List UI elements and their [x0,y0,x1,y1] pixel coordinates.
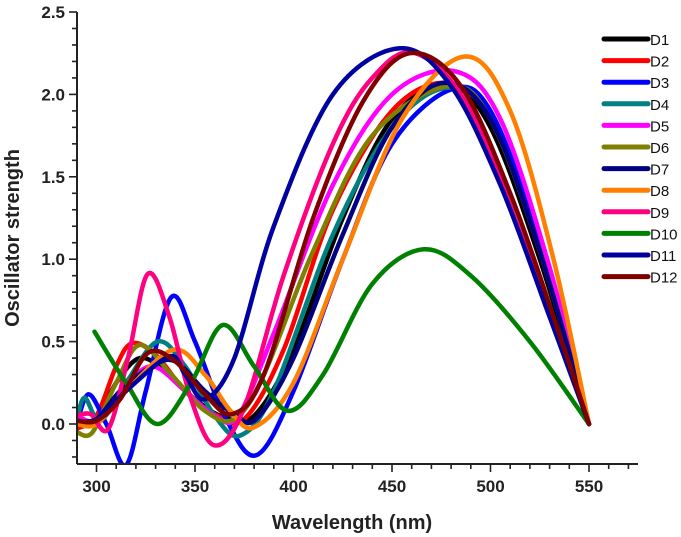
legend-label: D12 [650,270,678,287]
series-line-d3 [77,84,592,464]
legend-label: D8 [650,183,669,200]
legend-item-d10: D10 [601,226,678,243]
legend-item-d8: D8 [601,183,669,200]
y-tick-label: 0.0 [41,415,65,434]
legend-item-d12: D12 [601,270,678,287]
y-tick-label: 2.5 [41,3,65,22]
legend-item-d2: D2 [601,54,669,71]
legend-item-d4: D4 [601,97,669,114]
x-tick-label: 450 [378,477,406,496]
legend-label: D4 [650,97,669,114]
legend-label: D11 [650,248,676,265]
y-ticks: 0.0 0.5 1.0 1.5 2.0 2.5 [41,3,77,458]
series-line-d11 [77,46,592,427]
legend-label: D2 [650,54,669,71]
y-axis-title: Oscillator strength [2,149,24,327]
x-tick-label: 500 [476,477,504,496]
x-axis-title: Wavelength (nm) [272,512,432,534]
legend-label: D5 [650,118,669,135]
axes: 300 350 400 450 500 550 0.0 0.5 1.0 1.5 2.0 2.5 [41,3,638,496]
y-tick-label: 1.0 [41,250,65,269]
x-ticks: 300 350 400 450 500 550 [82,464,630,496]
legend-label: D6 [650,140,669,157]
series-line-d9 [77,49,592,448]
series-line-d1 [77,82,592,427]
series-line-d10 [92,247,592,427]
legend-item-d11: D11 [601,248,676,265]
legend-label: D9 [650,205,669,222]
legend-item-d3: D3 [601,75,669,92]
series-layer [77,46,592,464]
y-tick-label: 2.0 [41,85,65,104]
y-tick-label: 0.5 [41,333,65,352]
legend-item-d1: D1 [601,32,669,49]
legend-item-d7: D7 [601,162,669,179]
x-tick-label: 350 [181,477,209,496]
legend-label: D10 [650,226,678,243]
series-line-d12 [77,50,592,427]
legend-item-d6: D6 [601,140,669,157]
legend-label: D3 [650,75,669,92]
series-line-d7 [77,80,592,427]
legend-item-d5: D5 [601,118,669,135]
legend-item-d9: D9 [601,205,669,222]
series-line-d8 [77,54,592,431]
legend-label: D7 [650,162,669,179]
y-tick-label: 1.5 [41,168,65,187]
x-tick-label: 400 [279,477,307,496]
legend: D1 D2 D3 D4 D5 D6 D7 D8 D9 D10 D11 D12 [601,32,678,287]
x-tick-label: 300 [82,477,110,496]
x-tick-label: 550 [575,477,603,496]
legend-label: D1 [650,32,669,49]
